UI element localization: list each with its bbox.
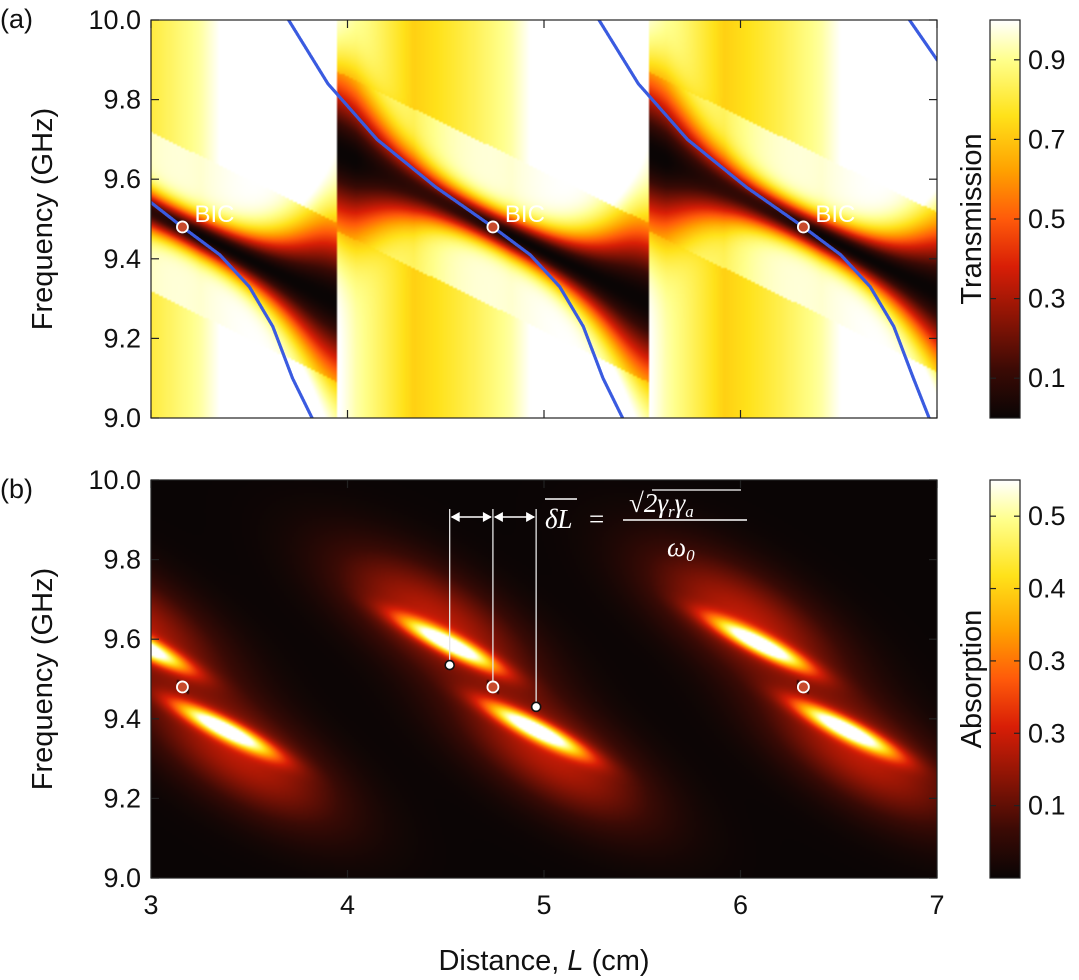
colorbar-ticks-b: 0.1 0.3 0.3 0.4 0.5 (990, 501, 1066, 821)
y-axis-title-a: Frequency (GHz) (27, 108, 59, 330)
colorbar-tick-label: 0.3 (1028, 718, 1066, 748)
colorbar-tick-label: 0.1 (1028, 363, 1066, 393)
y-tick-label: 9.2 (103, 323, 141, 353)
panel-a: (a) BIC BIC BIC 9.0 9.2 9.4 9.6 9.8 10.0 Freque… (0, 4, 1066, 433)
y-tick-label: 9.4 (103, 704, 141, 734)
mode-curve (907, 20, 937, 62)
y-tick-label: 9.8 (103, 545, 141, 575)
y-tick-label: 9.6 (103, 624, 141, 654)
x-axis-title: Distance, L (cm) (438, 945, 649, 977)
x-tick-label: 3 (143, 890, 158, 920)
y-tick-label: 10.0 (88, 5, 141, 35)
y-tick-label: 9.0 (103, 403, 141, 433)
colorbar-ticks-a: 0.1 0.3 0.5 0.7 0.9 (990, 45, 1066, 393)
bic-marker (176, 680, 189, 694)
formula-numerator: √2γrγa (629, 488, 694, 521)
y-ticks-a: 9.0 9.2 9.4 9.6 9.8 10.0 (88, 5, 937, 433)
colorbar-tick-label: 0.5 (1028, 501, 1066, 531)
x-ticks-b: 3 4 5 6 7 (143, 480, 945, 920)
colorbar-tick-label: 0.3 (1028, 284, 1066, 314)
x-ticks-a (150, 20, 938, 418)
bic-label: BIC (194, 201, 234, 228)
bic-markers-a: BIC BIC BIC (176, 201, 855, 234)
bic-marker (796, 220, 810, 234)
y-tick-label: 9.0 (103, 863, 141, 893)
absorption-max-marker (444, 659, 455, 671)
arrow-head (526, 512, 536, 522)
markers-b (176, 659, 810, 713)
colorbar-tick-label: 0.5 (1028, 204, 1066, 234)
formula-denominator: ω0 (667, 532, 695, 565)
colorbar-title-a: Transmission (956, 133, 988, 304)
colorbar-tick-label: 0.3 (1028, 646, 1066, 676)
colorbar-absorption (989, 479, 1021, 879)
bic-label: BIC (815, 201, 855, 228)
absorption-heatmap (151, 480, 937, 878)
panel-b: (b) δL = √2γrγa ω0 9.0 9.2 9.4 9.6 9.8 10.0 3 4 5 6… (0, 465, 1066, 977)
colorbar-tick-label: 0.7 (1028, 124, 1066, 154)
x-tick-label: 5 (536, 890, 551, 920)
mode-curve (597, 20, 931, 418)
y-tick-label: 9.2 (103, 783, 141, 813)
colorbar-tick-label: 0.1 (1028, 791, 1066, 821)
arrow-head (493, 512, 503, 522)
arrow-head (482, 512, 492, 522)
spacing-formula: δL = √2γrγa ω0 (545, 488, 747, 565)
y-axis-title-b: Frequency (GHz) (27, 568, 59, 790)
panel-b-label: (b) (0, 474, 33, 504)
y-tick-label: 9.4 (103, 244, 141, 274)
y-tick-label: 9.8 (103, 85, 141, 115)
bic-marker (486, 220, 500, 234)
panel-a-label: (a) (0, 4, 33, 34)
colorbar-tick-label: 0.9 (1028, 45, 1066, 75)
x-tick-label: 4 (340, 890, 355, 920)
x-tick-label: 7 (929, 890, 944, 920)
y-tick-label: 9.6 (103, 164, 141, 194)
y-tick-label: 10.0 (88, 465, 141, 495)
mode-curves (151, 20, 937, 418)
bic-marker (486, 680, 500, 694)
colorbar-tick-label: 0.4 (1028, 574, 1066, 604)
y-ticks-b: 9.0 9.2 9.4 9.6 9.8 10.0 (88, 465, 937, 893)
bic-marker (176, 220, 189, 234)
mode-curve (287, 20, 625, 418)
mode-curve (151, 200, 314, 418)
bic-marker (796, 680, 810, 694)
spacing-annotation: δL = √2γrγa ω0 (449, 488, 747, 707)
formula-equals: = (589, 504, 604, 534)
absorption-max-marker (530, 701, 542, 713)
bic-label: BIC (505, 201, 545, 228)
formula-lhs: δL (545, 504, 573, 534)
x-tick-label: 6 (733, 890, 748, 920)
arrow-head (450, 512, 460, 522)
colorbar-title-b: Absorption (956, 610, 988, 749)
